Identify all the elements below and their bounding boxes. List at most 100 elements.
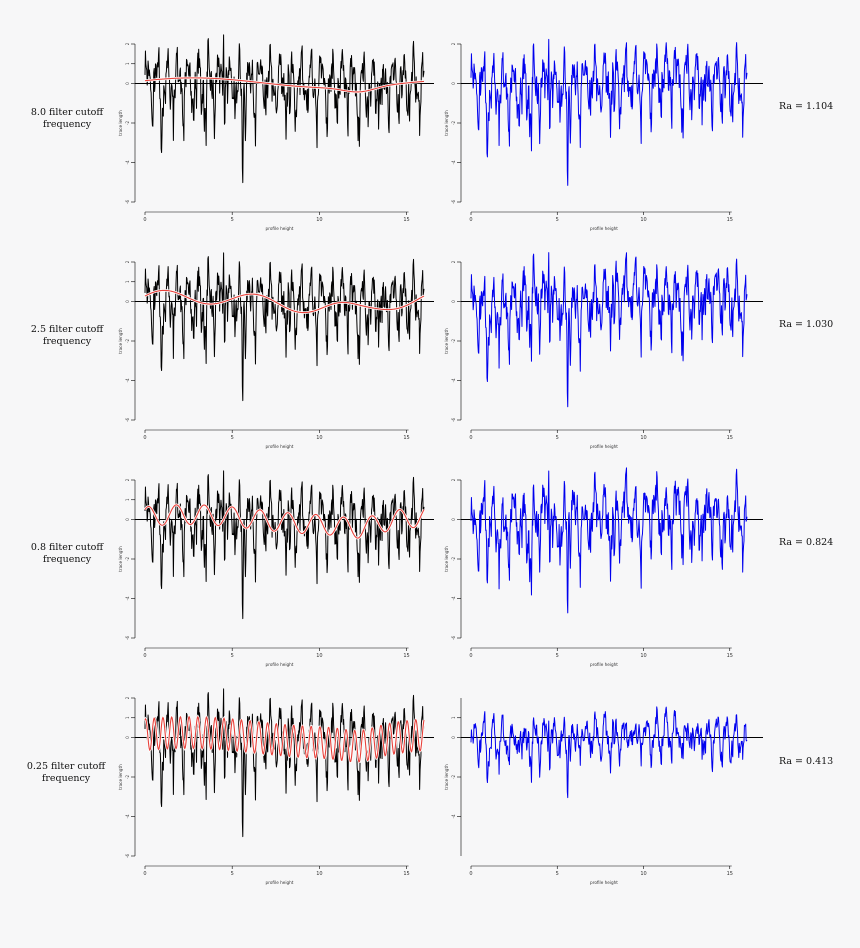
row-label-4: 0.25 filter cutoff frequency bbox=[16, 761, 116, 785]
y-tick-label-raw-4: -6 bbox=[125, 854, 130, 858]
y-tick-label-raw-3: -6 bbox=[125, 636, 130, 640]
ra-value-3: Ra = 0.824 bbox=[779, 537, 834, 548]
x-tick-label-raw-4: 5 bbox=[231, 871, 234, 877]
panel-residual-4: -4 -2 0 1 trace length 0 5 10 15 profile height bbox=[444, 698, 763, 885]
x-tick-label-residual-2: 5 bbox=[556, 435, 559, 441]
y-axis-label-residual-1: trace length bbox=[444, 110, 449, 136]
y-axis-label-raw-3: trace length bbox=[118, 546, 123, 572]
y-tick-label-raw-3: 2 bbox=[125, 478, 130, 481]
y-tick-label-residual-3: -4 bbox=[451, 596, 456, 600]
y-tick-label-raw-4: 1 bbox=[125, 716, 130, 719]
raw-profile-line-4 bbox=[144, 688, 425, 838]
y-tick-label-raw-2: 0 bbox=[125, 300, 130, 303]
y-tick-label-residual-1: -2 bbox=[451, 121, 456, 125]
x-tick-label-raw-2: 10 bbox=[316, 435, 322, 441]
y-axis-label-residual-2: trace length bbox=[444, 328, 449, 354]
x-tick-label-raw-2: 0 bbox=[143, 435, 146, 441]
y-tick-label-residual-3: -2 bbox=[451, 557, 456, 561]
ra-value-4: Ra = 0.413 bbox=[779, 756, 834, 767]
y-tick-label-residual-1: -6 bbox=[451, 200, 456, 204]
x-tick-label-residual-2: 15 bbox=[727, 435, 733, 441]
y-tick-label-raw-3: -2 bbox=[125, 557, 130, 561]
row-label-1: 8.0 filter cutoff frequency bbox=[17, 107, 117, 131]
row-label-1-line2: frequency bbox=[42, 119, 92, 130]
x-tick-label-residual-4: 10 bbox=[640, 871, 646, 877]
y-tick-label-raw-1: 1 bbox=[125, 62, 130, 65]
x-tick-label-residual-1: 15 bbox=[727, 217, 733, 223]
x-tick-label-raw-1: 0 bbox=[143, 217, 146, 223]
residual-profile-line-1 bbox=[470, 38, 748, 186]
y-tick-label-residual-4: -2 bbox=[451, 775, 456, 779]
y-tick-label-raw-2: -4 bbox=[125, 378, 130, 382]
ra-value-1: Ra = 1.104 bbox=[779, 101, 834, 112]
y-axis-label-raw-4: trace length bbox=[118, 764, 123, 790]
y-tick-label-raw-1: -4 bbox=[125, 160, 130, 164]
y-tick-label-raw-3: 0 bbox=[125, 518, 130, 521]
y-tick-label-raw-3: -4 bbox=[125, 596, 130, 600]
y-tick-label-residual-1: 0 bbox=[451, 82, 456, 85]
y-tick-label-residual-2: 0 bbox=[451, 300, 456, 303]
x-tick-label-raw-4: 10 bbox=[316, 871, 322, 877]
row-label-2-line1: 2.5 filter cutoff bbox=[30, 324, 104, 335]
x-axis-label-residual-3: profile height bbox=[590, 662, 618, 667]
x-tick-label-residual-3: 5 bbox=[556, 653, 559, 659]
y-tick-label-raw-4: -4 bbox=[125, 814, 130, 818]
x-tick-label-raw-1: 5 bbox=[231, 217, 234, 223]
x-tick-label-raw-4: 0 bbox=[143, 871, 146, 877]
panel-residual-1: -6 -4 -2 0 2 trace length 0 5 10 15 profile height bbox=[444, 38, 763, 231]
panel-residual-2: -6 -4 -2 0 2 trace length 0 5 10 15 profile height bbox=[444, 252, 763, 449]
y-tick-label-residual-4: -4 bbox=[451, 814, 456, 818]
y-tick-label-residual-3: -6 bbox=[451, 636, 456, 640]
raw-profile-line-2 bbox=[144, 252, 425, 402]
x-tick-label-residual-3: 0 bbox=[469, 653, 472, 659]
x-tick-label-residual-1: 5 bbox=[556, 217, 559, 223]
y-tick-label-residual-2: -6 bbox=[451, 418, 456, 422]
x-axis-label-raw-2: profile height bbox=[266, 444, 294, 449]
x-tick-label-raw-2: 5 bbox=[231, 435, 234, 441]
x-tick-label-raw-3: 5 bbox=[231, 653, 234, 659]
x-tick-label-residual-4: 5 bbox=[556, 871, 559, 877]
y-tick-label-raw-1: 2 bbox=[125, 42, 130, 45]
x-axis-label-residual-4: profile height bbox=[590, 880, 618, 885]
x-axis-label-raw-1: profile height bbox=[266, 226, 294, 231]
y-axis-label-residual-4: trace length bbox=[444, 764, 449, 790]
row-label-1-line1: 8.0 filter cutoff bbox=[30, 107, 104, 118]
y-tick-label-raw-2: -2 bbox=[125, 339, 130, 343]
y-tick-label-residual-2: 2 bbox=[451, 260, 456, 263]
y-tick-label-raw-2: 2 bbox=[125, 260, 130, 263]
y-tick-label-raw-4: 0 bbox=[125, 736, 130, 739]
x-tick-label-residual-1: 0 bbox=[469, 217, 472, 223]
x-tick-label-residual-3: 10 bbox=[640, 653, 646, 659]
raw-profile-line-1 bbox=[144, 34, 425, 184]
x-tick-label-residual-1: 10 bbox=[640, 217, 646, 223]
y-tick-label-raw-1: -6 bbox=[125, 200, 130, 204]
y-tick-label-residual-3: 0 bbox=[451, 518, 456, 521]
filter-line-3 bbox=[144, 504, 425, 539]
y-axis-label-raw-1: trace length bbox=[118, 110, 123, 136]
x-axis-label-raw-4: profile height bbox=[266, 880, 294, 885]
row-label-4-line1: 0.25 filter cutoff bbox=[26, 761, 106, 772]
y-tick-label-residual-1: 2 bbox=[451, 42, 456, 45]
x-tick-label-raw-1: 15 bbox=[403, 217, 409, 223]
panel-raw-2: -6 -4 -2 0 1 2 trace length 0 5 10 15 profile heigh… bbox=[118, 252, 434, 449]
row-label-4-line2: frequency bbox=[41, 773, 91, 784]
x-tick-label-raw-4: 15 bbox=[403, 871, 409, 877]
residual-profile-line-2 bbox=[470, 252, 748, 408]
y-tick-label-residual-1: -4 bbox=[451, 160, 456, 164]
x-axis-label-residual-2: profile height bbox=[590, 444, 618, 449]
residual-profile-line-3 bbox=[470, 467, 748, 614]
ra-value-2: Ra = 1.030 bbox=[779, 319, 834, 330]
x-tick-label-raw-1: 10 bbox=[316, 217, 322, 223]
y-tick-label-residual-2: -4 bbox=[451, 378, 456, 382]
y-axis-label-raw-2: trace length bbox=[118, 328, 123, 354]
row-label-3: 0.8 filter cutoff frequency bbox=[17, 542, 117, 566]
x-tick-label-residual-4: 0 bbox=[469, 871, 472, 877]
row-label-2-line2: frequency bbox=[42, 336, 92, 347]
x-tick-label-raw-3: 0 bbox=[143, 653, 146, 659]
x-tick-label-residual-2: 0 bbox=[469, 435, 472, 441]
y-tick-label-residual-4: 0 bbox=[451, 736, 456, 739]
raw-profile-line-3 bbox=[144, 470, 425, 620]
x-tick-label-raw-3: 10 bbox=[316, 653, 322, 659]
x-tick-label-residual-4: 15 bbox=[727, 871, 733, 877]
